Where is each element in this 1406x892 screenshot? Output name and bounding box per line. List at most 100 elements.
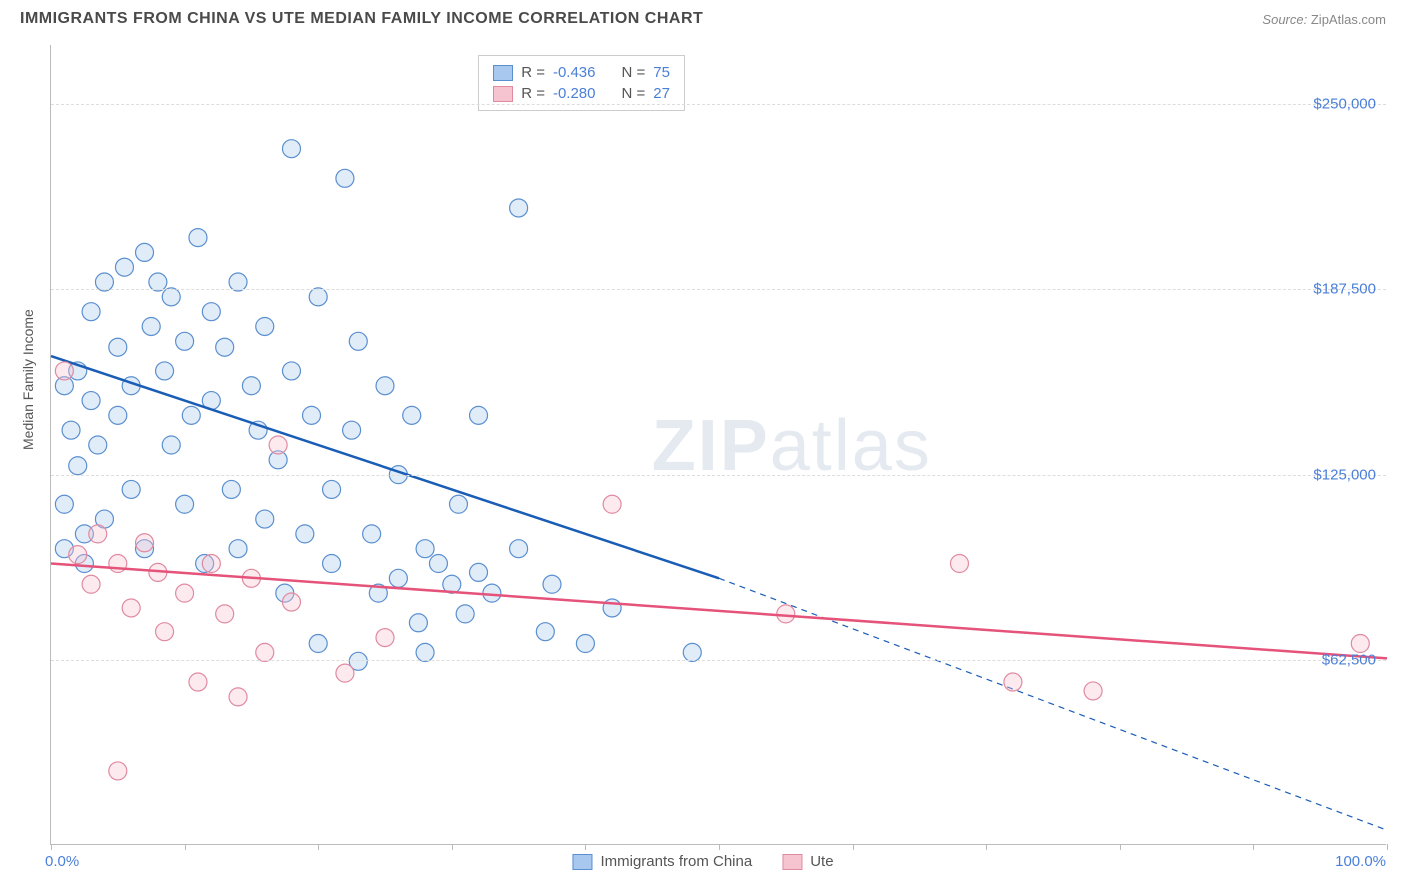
series-name: Immigrants from China bbox=[600, 853, 752, 870]
gridline bbox=[51, 104, 1386, 105]
data-point bbox=[109, 338, 127, 356]
legend-r-value: -0.436 bbox=[553, 64, 596, 81]
data-point bbox=[156, 623, 174, 641]
data-point bbox=[82, 575, 100, 593]
scatter-svg bbox=[51, 45, 1386, 844]
data-point bbox=[89, 525, 107, 543]
data-point bbox=[189, 229, 207, 247]
data-point bbox=[449, 495, 467, 513]
data-point bbox=[176, 495, 194, 513]
x-tick bbox=[1253, 844, 1254, 850]
x-tick bbox=[318, 844, 319, 850]
data-point bbox=[1084, 682, 1102, 700]
legend-swatch bbox=[493, 65, 513, 81]
data-point bbox=[82, 303, 100, 321]
data-point bbox=[82, 392, 100, 410]
data-point bbox=[456, 605, 474, 623]
data-point bbox=[343, 421, 361, 439]
data-point bbox=[603, 495, 621, 513]
data-point bbox=[156, 362, 174, 380]
data-point bbox=[1004, 673, 1022, 691]
data-point bbox=[1351, 635, 1369, 653]
data-point bbox=[216, 605, 234, 623]
data-point bbox=[182, 406, 200, 424]
data-point bbox=[216, 338, 234, 356]
legend-r-value: -0.280 bbox=[553, 85, 596, 102]
x-tick bbox=[585, 844, 586, 850]
data-point bbox=[122, 480, 140, 498]
data-point bbox=[69, 546, 87, 564]
data-point bbox=[409, 614, 427, 632]
data-point bbox=[336, 169, 354, 187]
data-point bbox=[403, 406, 421, 424]
legend-swatch bbox=[572, 854, 592, 870]
data-point bbox=[256, 510, 274, 528]
data-point bbox=[109, 406, 127, 424]
data-point bbox=[115, 258, 133, 276]
data-point bbox=[202, 555, 220, 573]
data-point bbox=[142, 317, 160, 335]
data-point bbox=[136, 534, 154, 552]
data-point bbox=[336, 664, 354, 682]
x-tick bbox=[986, 844, 987, 850]
data-point bbox=[950, 555, 968, 573]
data-point bbox=[282, 593, 300, 611]
data-point bbox=[303, 406, 321, 424]
data-point bbox=[176, 332, 194, 350]
legend-n-value: 27 bbox=[653, 85, 670, 102]
legend-n-label: N = bbox=[622, 85, 646, 102]
data-point bbox=[543, 575, 561, 593]
data-point bbox=[470, 406, 488, 424]
source-label: Source: bbox=[1262, 12, 1307, 27]
data-point bbox=[95, 273, 113, 291]
data-point bbox=[136, 243, 154, 261]
data-point bbox=[363, 525, 381, 543]
x-tick bbox=[719, 844, 720, 850]
data-point bbox=[309, 635, 327, 653]
chart-plot-area: ZIPatlas R =-0.436N =75R =-0.280N =27 $6… bbox=[50, 45, 1386, 845]
data-point bbox=[510, 199, 528, 217]
data-point bbox=[416, 643, 434, 661]
legend-swatch bbox=[782, 854, 802, 870]
source-value: ZipAtlas.com bbox=[1311, 12, 1386, 27]
data-point bbox=[323, 480, 341, 498]
legend-row: R =-0.436N =75 bbox=[493, 62, 670, 83]
bottom-legend-item: Immigrants from China bbox=[572, 853, 752, 870]
data-point bbox=[62, 421, 80, 439]
data-point bbox=[376, 629, 394, 647]
gridline bbox=[51, 289, 1386, 290]
data-point bbox=[470, 563, 488, 581]
data-point bbox=[55, 362, 73, 380]
x-axis-max-label: 100.0% bbox=[1335, 853, 1386, 870]
correlation-legend-box: R =-0.436N =75R =-0.280N =27 bbox=[478, 55, 685, 111]
data-point bbox=[256, 643, 274, 661]
data-point bbox=[683, 643, 701, 661]
x-tick bbox=[853, 844, 854, 850]
legend-n-label: N = bbox=[622, 64, 646, 81]
x-tick bbox=[51, 844, 52, 850]
x-tick bbox=[185, 844, 186, 850]
data-point bbox=[242, 377, 260, 395]
data-point bbox=[429, 555, 447, 573]
data-point bbox=[176, 584, 194, 602]
series-name: Ute bbox=[810, 853, 833, 870]
y-tick-label: $62,500 bbox=[1322, 651, 1376, 668]
series-legend: Immigrants from China Ute bbox=[572, 853, 833, 870]
legend-row: R =-0.280N =27 bbox=[493, 83, 670, 104]
data-point bbox=[89, 436, 107, 454]
data-point bbox=[162, 436, 180, 454]
bottom-legend-item: Ute bbox=[782, 853, 833, 870]
y-axis-title: Median Family Income bbox=[20, 309, 36, 450]
x-axis-min-label: 0.0% bbox=[45, 853, 79, 870]
data-point bbox=[269, 436, 287, 454]
data-point bbox=[282, 362, 300, 380]
legend-r-label: R = bbox=[521, 64, 545, 81]
data-point bbox=[576, 635, 594, 653]
data-point bbox=[376, 377, 394, 395]
data-point bbox=[122, 599, 140, 617]
gridline bbox=[51, 475, 1386, 476]
data-point bbox=[296, 525, 314, 543]
y-tick-label: $187,500 bbox=[1313, 281, 1376, 298]
data-point bbox=[229, 273, 247, 291]
data-point bbox=[109, 762, 127, 780]
